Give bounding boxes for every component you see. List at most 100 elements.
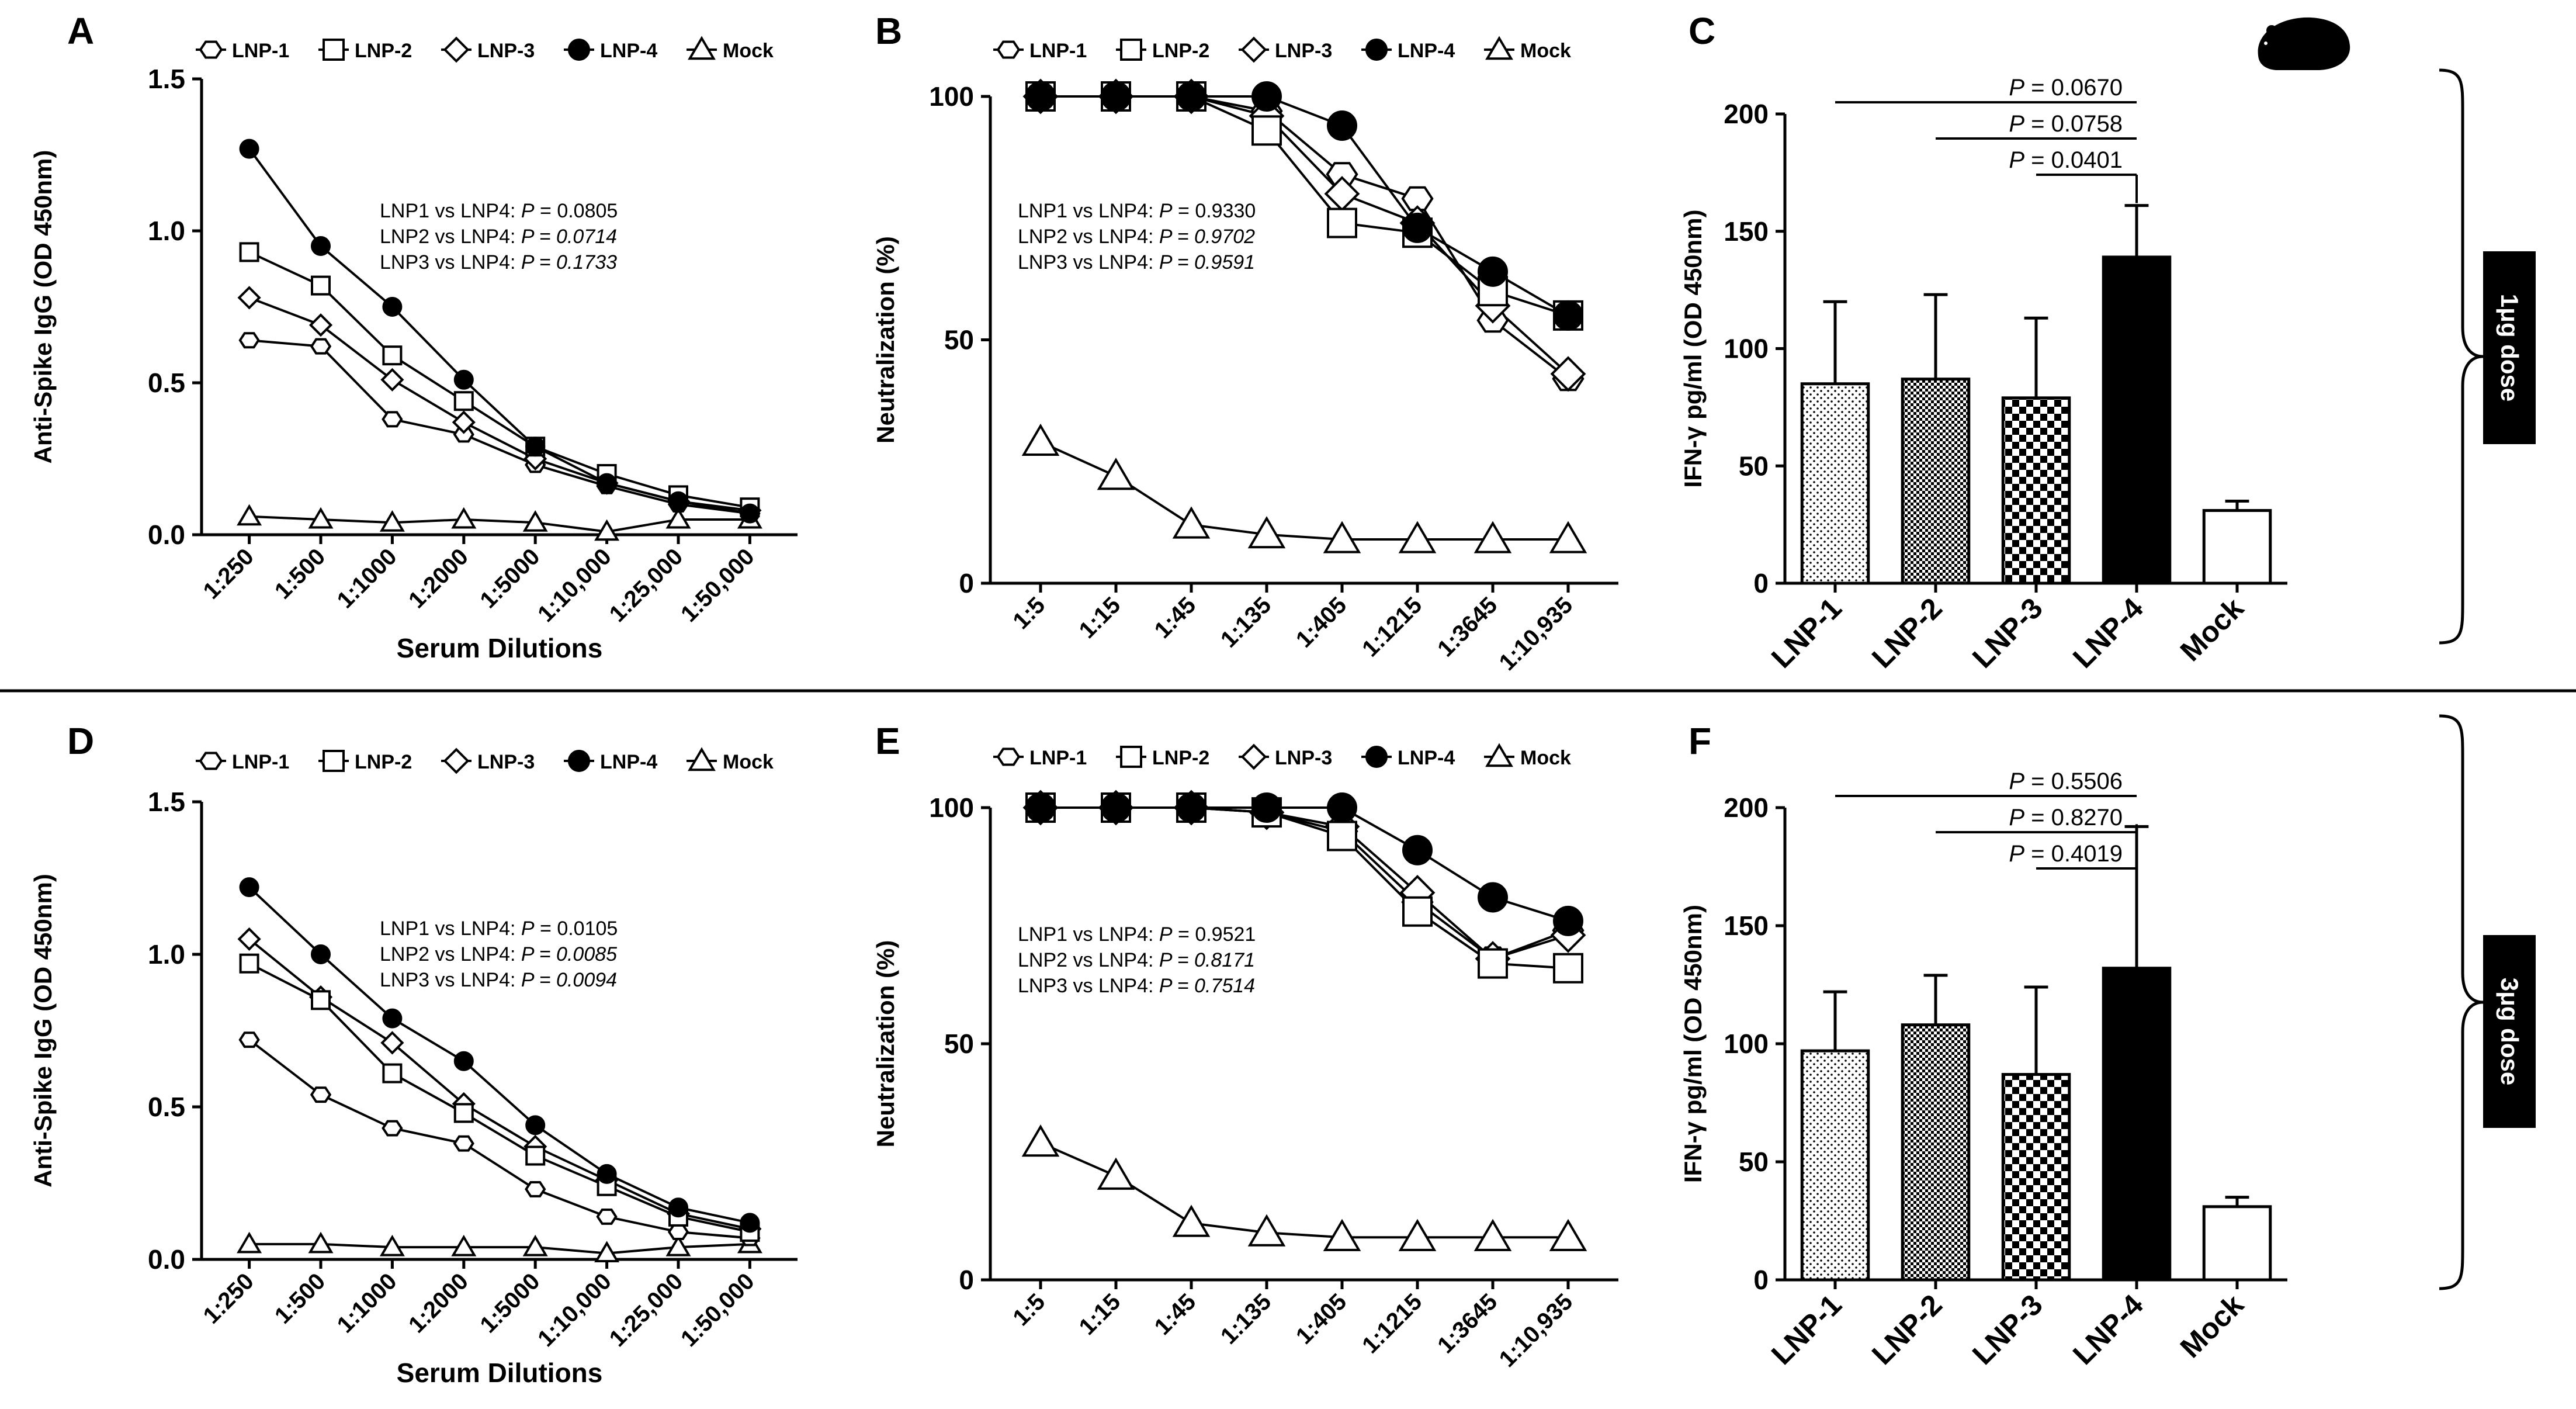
x-tick-label: 1:5000 xyxy=(475,1268,545,1338)
x-tick-label: 1:25,000 xyxy=(605,543,688,627)
y-axis-label: IFN-γ pg/ml (OD 450nm) xyxy=(1679,905,1707,1183)
x-tick-label: 1:15 xyxy=(1074,1289,1126,1340)
annotation-p-value: LNP1 vs LNP4: P = 0.9330 xyxy=(1018,200,1256,222)
bar-lnp-2 xyxy=(1901,378,1971,585)
annotation-p-value: LNP1 vs LNP4: P = 0.0805 xyxy=(380,200,618,222)
data-point-lnp-2 xyxy=(382,1063,403,1083)
x-tick-label: LNP-3 xyxy=(1966,591,2049,674)
y-tick-label: 50 xyxy=(944,1029,974,1059)
comparison-p-value: P = 0.0401 xyxy=(2009,147,2123,173)
data-point-lnp-4 xyxy=(382,297,403,317)
legend-label: LNP-2 xyxy=(355,40,412,62)
x-tick-label: 1:135 xyxy=(1216,1289,1276,1349)
data-point-mock xyxy=(594,1241,620,1263)
legend-label: LNP-2 xyxy=(355,751,412,773)
data-point-mock xyxy=(1097,1157,1135,1190)
annotation-p-value: LNP3 vs LNP4: P = 0.7514 xyxy=(1018,975,1255,997)
data-point-mock xyxy=(1474,1218,1512,1251)
data-point-lnp-4 xyxy=(1478,882,1508,913)
data-point-mock xyxy=(594,519,620,541)
data-point-lnp-4 xyxy=(1327,110,1357,141)
y-tick-label: 0.5 xyxy=(148,368,185,398)
bar-lnp-4 xyxy=(2102,967,2172,1282)
dose-label: 3μg dose xyxy=(2496,978,2523,1085)
data-point-mock xyxy=(1549,1218,1587,1251)
bar-mock xyxy=(2202,1205,2272,1282)
legend: LNP-1 LNP-2 LNP-3 LNP-4 Mock xyxy=(196,36,774,63)
series-line-lnp-1 xyxy=(248,1038,750,1240)
x-tick-label: Mock xyxy=(2174,591,2250,667)
y-tick-label: 0 xyxy=(1753,568,1769,598)
annotation-p-value: LNP2 vs LNP4: P = 0.0714 xyxy=(380,226,617,248)
legend-marker-lnp-2 xyxy=(323,39,345,61)
panel-label: A xyxy=(67,10,94,52)
legend-label: LNP-3 xyxy=(477,751,535,773)
legend: LNP-1 LNP-2 LNP-3 LNP-4 Mock xyxy=(196,747,774,774)
data-point-lnp-4 xyxy=(382,1008,403,1029)
y-axis-label: IFN-γ pg/ml (OD 450nm) xyxy=(1679,209,1707,487)
x-axis-label: Serum Dilutions xyxy=(397,1358,603,1388)
data-point-lnp-4 xyxy=(525,437,546,457)
y-tick-label: 100 xyxy=(1724,334,1769,364)
series-line-lnp-2 xyxy=(248,962,750,1233)
data-point-lnp-1 xyxy=(1401,186,1434,212)
data-point-lnp-1 xyxy=(382,411,403,428)
x-tick-label: LNP-1 xyxy=(1765,1288,1848,1371)
y-tick-label: 150 xyxy=(1724,216,1769,247)
legend-marker-lnp-3 xyxy=(1240,36,1267,63)
data-point-lnp-4 xyxy=(1251,792,1282,823)
panel-label: F xyxy=(1689,720,1711,762)
comparison-p-value: P = 0.0758 xyxy=(2009,111,2123,137)
data-point-lnp-4 xyxy=(668,491,688,511)
x-tick-label: 1:500 xyxy=(270,1268,330,1328)
legend-marker-lnp-4 xyxy=(1365,39,1388,61)
x-tick-label: 1:10,935 xyxy=(1495,592,1578,676)
annotation-p-value: LNP3 vs LNP4: P = 0.1733 xyxy=(380,251,617,274)
data-point-mock xyxy=(1247,1214,1286,1247)
x-tick-label: 1:45 xyxy=(1150,1289,1201,1340)
series-line-mock xyxy=(249,1242,750,1255)
dose-label-tab xyxy=(2483,935,2536,1128)
series-line-mock xyxy=(1040,1141,1568,1239)
legend-marker-lnp-2 xyxy=(1120,39,1142,61)
data-point-lnp-2 xyxy=(1402,896,1433,927)
legend-label: LNP-2 xyxy=(1152,40,1209,62)
panel-e: E 0 50 100 Neutralization (%) 1:5 1:15 1:45 1:13… xyxy=(872,720,1618,1372)
legend: LNP-1 LNP-2 LNP-3 LNP-4 Mock xyxy=(993,36,1571,63)
legend-marker-lnp-4 xyxy=(1365,746,1388,768)
data-point-mock xyxy=(451,507,477,529)
legend-marker-lnp-2 xyxy=(323,750,345,772)
y-tick-label: 100 xyxy=(1724,1029,1769,1059)
bar-lnp-2 xyxy=(1901,1023,1971,1282)
dose-brace-2 xyxy=(2439,714,2484,1290)
y-axis-label: Neutralization (%) xyxy=(872,940,899,1148)
x-tick-label: 1:135 xyxy=(1216,592,1276,652)
legend: LNP-1 LNP-2 LNP-3 LNP-4 Mock xyxy=(993,743,1571,770)
legend-label: LNP-4 xyxy=(1398,40,1455,62)
panel-label: D xyxy=(67,720,94,762)
bar-mock xyxy=(2202,509,2272,585)
series-line-lnp-2 xyxy=(248,251,750,509)
y-tick-label: 100 xyxy=(929,81,974,112)
data-point-lnp-2 xyxy=(311,275,331,296)
x-tick-label: 1:1215 xyxy=(1357,1289,1427,1358)
legend-label: LNP-4 xyxy=(600,751,657,773)
x-tick-label: LNP-1 xyxy=(1765,591,1848,674)
data-point-lnp-1 xyxy=(310,338,332,355)
series-line-lnp-4 xyxy=(248,886,750,1224)
series-line-mock xyxy=(1040,441,1568,541)
comparison-p-value: P = 0.0670 xyxy=(2009,75,2123,101)
data-point-mock xyxy=(1021,423,1060,456)
data-point-lnp-4 xyxy=(1176,81,1206,112)
x-tick-label: LNP-2 xyxy=(1866,1288,1949,1371)
data-point-mock xyxy=(237,1231,262,1254)
x-tick-label: 1:500 xyxy=(270,543,330,604)
data-point-lnp-4 xyxy=(1553,300,1583,331)
x-tick-label: 1:250 xyxy=(199,1268,259,1328)
legend-marker-lnp-4 xyxy=(568,39,590,61)
bar-lnp-3 xyxy=(2001,1073,2071,1282)
y-axis-label: Anti-Spike IgG (OD 450nm) xyxy=(29,874,57,1188)
y-tick-label: 50 xyxy=(1739,1147,1769,1177)
x-tick-label: LNP-2 xyxy=(1866,591,1949,674)
y-tick-label: 1.0 xyxy=(148,216,185,246)
